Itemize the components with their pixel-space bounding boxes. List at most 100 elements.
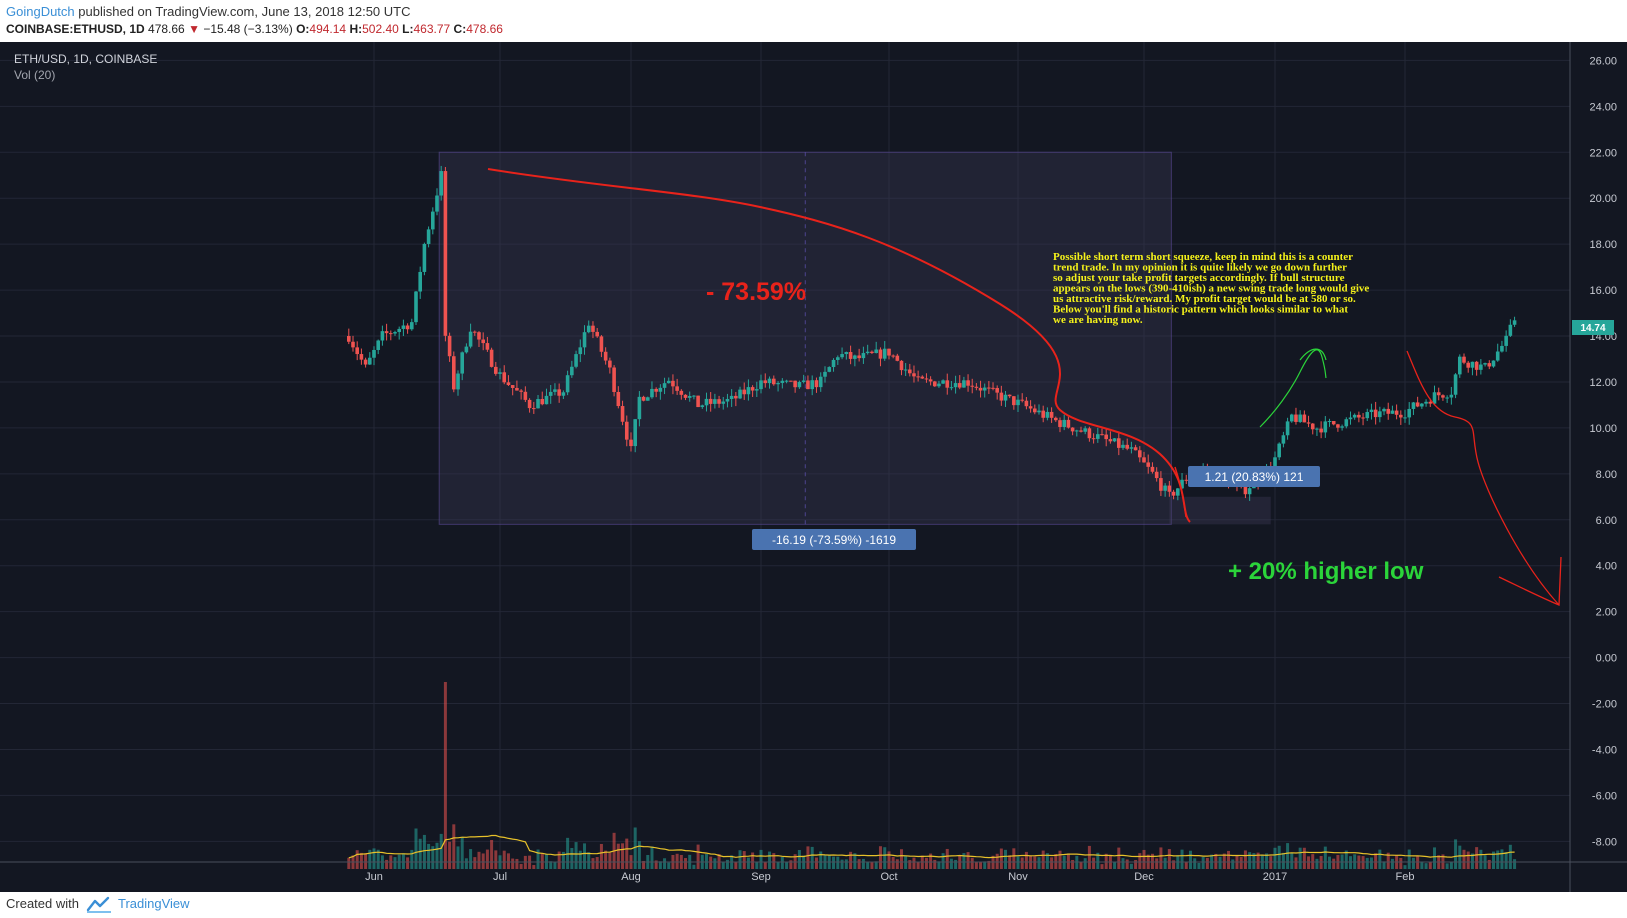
- volume-bar: [1071, 859, 1075, 869]
- volume-bar: [1332, 858, 1336, 869]
- volume-bar: [1201, 856, 1205, 869]
- created-with-text: Created with: [6, 896, 79, 911]
- volume-bar: [1150, 853, 1154, 869]
- volume-bar: [1504, 851, 1508, 869]
- drop-measure-label: -16.19 (-73.59%) -1619: [752, 529, 916, 550]
- candle-body: [814, 380, 819, 388]
- volume-bar: [746, 857, 750, 869]
- candle-body: [1154, 471, 1159, 479]
- volume-bar: [1142, 849, 1146, 869]
- tradingview-logo-icon[interactable]: [86, 895, 112, 913]
- candle-body: [1184, 479, 1189, 481]
- volume-bar: [785, 861, 789, 869]
- candle-body: [1273, 457, 1277, 474]
- time-tick-label: Oct: [880, 871, 897, 883]
- candle-body: [1167, 485, 1172, 492]
- volume-bar: [633, 827, 637, 869]
- candle-body: [565, 375, 570, 393]
- price-chart[interactable]: 26.0024.0022.0020.0018.0016.0014.0012.00…: [0, 42, 1627, 892]
- volume-bar: [1100, 864, 1104, 869]
- candle-body: [823, 371, 827, 377]
- time-tick-label: Sep: [751, 871, 771, 883]
- candle-body: [1407, 408, 1412, 418]
- candle-body: [1277, 443, 1281, 458]
- close-label: C:: [453, 22, 467, 36]
- volume-bar: [532, 865, 536, 869]
- volume-bar: [1513, 859, 1517, 869]
- volume-bar: [861, 858, 865, 869]
- volume-bar: [866, 862, 870, 869]
- candle-body: [1357, 414, 1361, 418]
- candle-body: [347, 336, 351, 342]
- price-tick-label: 20.00: [1589, 193, 1617, 205]
- candle-body: [844, 352, 849, 355]
- candle-body: [1348, 417, 1353, 420]
- volume-bar: [806, 846, 810, 869]
- candle-body: [1302, 414, 1307, 423]
- tradingview-link[interactable]: TradingView: [118, 896, 190, 911]
- candle-body: [532, 408, 536, 410]
- candle-body: [957, 383, 962, 388]
- candle-body: [891, 355, 895, 357]
- rise-measure-label: 1.21 (20.83%) 121: [1188, 466, 1320, 487]
- candle-body: [641, 396, 646, 401]
- volume-bar: [355, 850, 359, 869]
- volume-bar: [1159, 847, 1163, 869]
- author-link[interactable]: GoingDutch: [6, 4, 75, 19]
- note-line: we are having now.: [1053, 314, 1143, 326]
- volume-bar: [780, 856, 784, 869]
- volume-bar: [1104, 853, 1108, 869]
- candle-body: [1508, 324, 1513, 336]
- volume-bar: [887, 851, 891, 869]
- candle-body: [1462, 356, 1466, 363]
- last-price: 478.66: [148, 22, 185, 36]
- candle-body: [1108, 439, 1113, 442]
- chart-title: ETH/USD, 1D, COINBASE: [14, 52, 157, 66]
- volume-bar: [1273, 847, 1277, 869]
- candle-body: [1104, 434, 1108, 440]
- candle-body: [746, 387, 751, 395]
- volume-bar: [924, 857, 928, 869]
- candle-body: [414, 291, 418, 323]
- candle-body: [468, 331, 473, 347]
- volume-bar: [1348, 856, 1352, 869]
- price-axis[interactable]: 26.0024.0022.0020.0018.0016.0014.0012.00…: [1589, 55, 1617, 848]
- candle-body: [1365, 412, 1370, 419]
- volume-bar: [435, 842, 439, 869]
- candle-body: [750, 387, 755, 391]
- candle-body: [393, 332, 397, 334]
- candle-body: [704, 398, 709, 406]
- volume-bar: [502, 850, 506, 869]
- volume-bar: [1024, 851, 1028, 869]
- high-label: H:: [349, 22, 363, 36]
- volume-bar: [368, 849, 372, 869]
- candle-body: [502, 372, 507, 383]
- candle-body: [755, 389, 759, 391]
- candle-body: [1315, 428, 1319, 430]
- volume-bar: [696, 844, 700, 869]
- publish-info: published on TradingView.com, June 13, 2…: [78, 4, 411, 19]
- volume-bar: [844, 859, 848, 869]
- higher-low-label: + 20% higher low: [1228, 558, 1424, 585]
- volume-bar: [945, 848, 949, 869]
- volume-bar: [464, 858, 468, 869]
- volume-bar: [448, 841, 452, 869]
- volume-bar: [1117, 847, 1121, 869]
- volume-bar: [857, 859, 861, 869]
- time-axis[interactable]: Jun Jul Aug Sep Oct Nov Dec 2017 Feb: [365, 871, 1414, 883]
- candle-body: [452, 356, 456, 390]
- volume-bar: [511, 858, 515, 869]
- candle-body: [591, 325, 595, 332]
- chart-background: [0, 42, 1627, 892]
- candle-body: [557, 389, 561, 396]
- volume-bar: [452, 824, 456, 869]
- volume-bar: [1033, 856, 1037, 869]
- volume-bar: [490, 839, 494, 869]
- volume-bar: [797, 850, 801, 869]
- candle-body: [1163, 485, 1167, 491]
- volume-bar: [1020, 857, 1024, 869]
- volume-bar: [347, 857, 351, 869]
- volume-bar: [1252, 853, 1256, 869]
- candle-body: [687, 396, 692, 398]
- candle-body: [1007, 394, 1012, 397]
